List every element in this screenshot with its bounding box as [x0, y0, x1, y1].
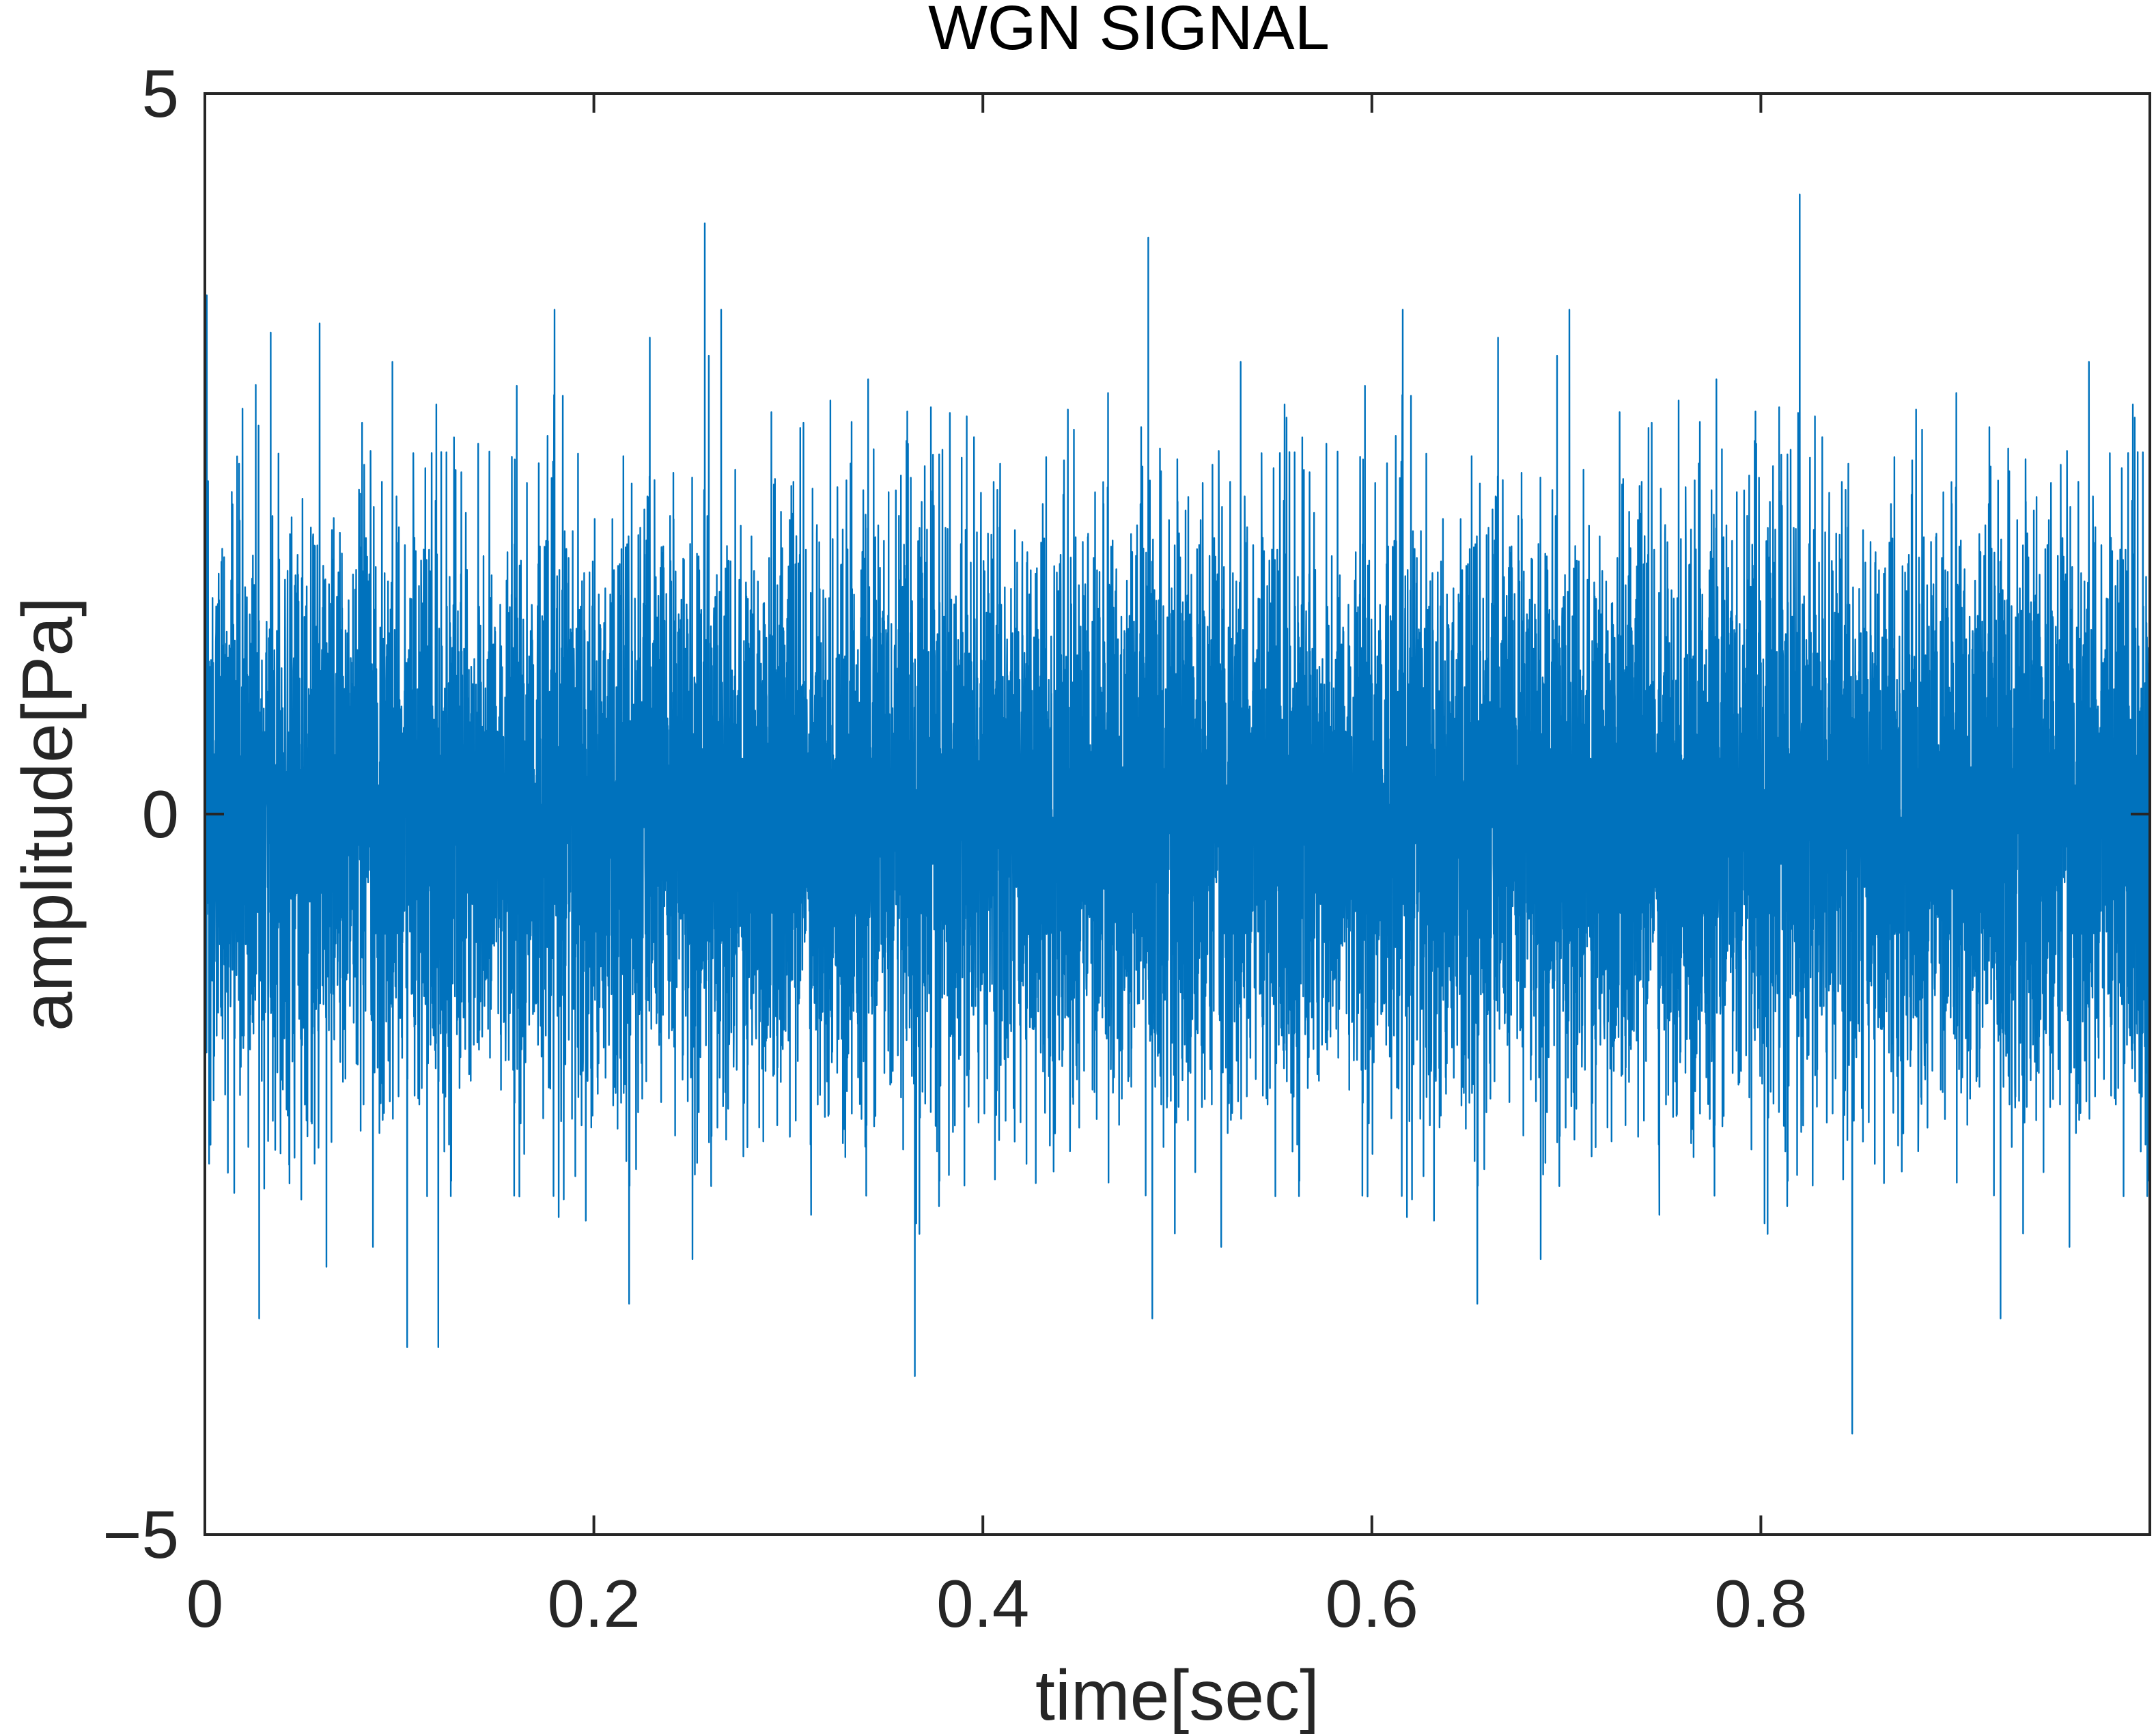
- x-tick-label: 0.6: [1326, 1566, 1418, 1641]
- noise-series: [204, 193, 2151, 1435]
- y-axis: −5 0 5: [102, 56, 2150, 1572]
- x-tick-label: 0.2: [547, 1566, 640, 1641]
- x-tick-label: 0.8: [1714, 1566, 1807, 1641]
- x-tick-label: 0.4: [936, 1566, 1029, 1641]
- x-axis: 0 0.2 0.4 0.6 0.8: [186, 94, 1808, 1641]
- y-tick-label: 5: [141, 56, 179, 131]
- y-tick-label: −5: [102, 1497, 179, 1572]
- y-axis-label: amplitude[Pa]: [8, 597, 87, 1031]
- chart-title: WGN SIGNAL: [928, 0, 1330, 63]
- y-tick-label: 0: [141, 777, 179, 852]
- x-axis-label: time[sec]: [1035, 1656, 1319, 1734]
- x-tick-label: 0: [186, 1566, 224, 1641]
- noise-series-line: [204, 193, 2151, 1435]
